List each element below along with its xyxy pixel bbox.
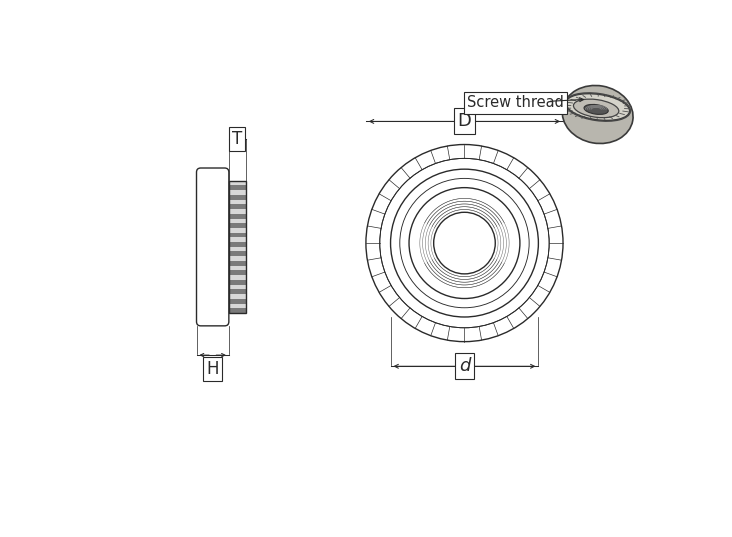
Bar [229, 271, 246, 275]
Bar [229, 219, 246, 223]
Text: T: T [232, 130, 242, 148]
Bar [229, 185, 246, 190]
Bar [229, 266, 246, 271]
Bar [229, 181, 246, 313]
FancyBboxPatch shape [196, 168, 229, 326]
Bar [229, 308, 246, 313]
Bar [229, 299, 246, 304]
Text: Screw thread: Screw thread [467, 96, 564, 111]
Bar [229, 228, 246, 233]
Bar [229, 204, 246, 209]
Bar [229, 214, 246, 219]
Bar [229, 181, 246, 185]
Bar [229, 190, 246, 195]
Bar [229, 294, 246, 299]
Ellipse shape [566, 93, 630, 120]
Bar [229, 195, 246, 200]
Bar [229, 223, 246, 228]
Bar [229, 285, 246, 289]
Bar [229, 289, 246, 294]
Bar [229, 237, 246, 242]
Bar [229, 209, 246, 214]
Bar [229, 247, 246, 251]
Text: H: H [206, 360, 219, 378]
Bar [229, 233, 246, 237]
Bar [229, 256, 246, 261]
Ellipse shape [562, 85, 633, 143]
Bar [229, 304, 246, 308]
Bar [229, 251, 246, 256]
Text: d: d [459, 357, 470, 375]
Circle shape [433, 212, 496, 274]
Bar [229, 280, 246, 285]
Bar [229, 200, 246, 204]
Ellipse shape [584, 104, 608, 114]
Text: D: D [458, 112, 471, 130]
Bar [229, 261, 246, 266]
Bar [229, 275, 246, 280]
Ellipse shape [573, 99, 619, 118]
Circle shape [366, 144, 563, 342]
Bar [229, 242, 246, 247]
